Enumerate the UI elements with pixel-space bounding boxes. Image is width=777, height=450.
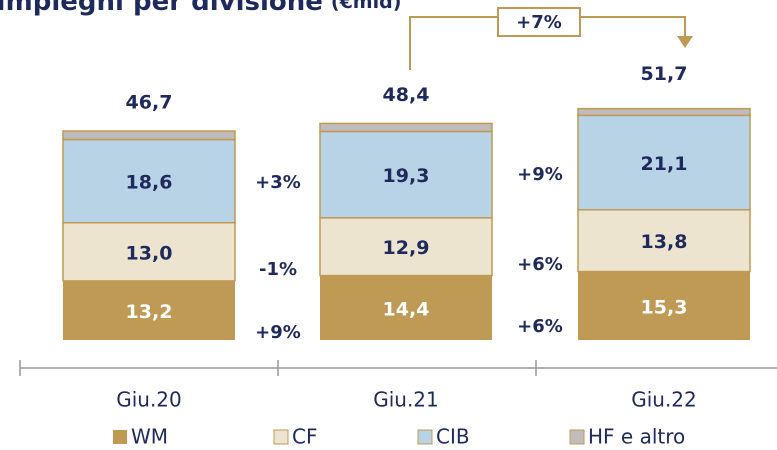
- x-tick-label: Giu.22: [631, 388, 697, 412]
- bar-segment: [62, 138, 236, 224]
- segment-label: 19,3: [383, 165, 430, 187]
- bar-segment: [62, 222, 236, 282]
- chart-title-line: Impieghi per divisione (€mld): [0, 0, 401, 17]
- segment-label: 18,6: [126, 172, 173, 194]
- arrow-head: [677, 36, 693, 48]
- chart-unit: (€mld): [331, 0, 402, 13]
- bar-segment: [62, 130, 236, 141]
- legend-label: HF e altro: [588, 425, 685, 449]
- growth-label: +9%: [517, 164, 563, 185]
- growth-label: -1%: [259, 259, 297, 280]
- growth-label: +3%: [255, 172, 301, 193]
- legend-swatch: [273, 429, 289, 445]
- change-box: [497, 7, 581, 37]
- legend-label: WM: [131, 425, 168, 449]
- bar-segment: [577, 209, 751, 273]
- chart-title: Impieghi per divisione: [0, 0, 323, 17]
- legend-swatch: [569, 429, 585, 445]
- total-label: 46,7: [126, 92, 173, 114]
- bar-segment: [577, 114, 751, 211]
- legend-swatch: [417, 429, 433, 445]
- segment-label: 15,3: [641, 296, 688, 318]
- bar-segment: [320, 275, 492, 340]
- segment-label: 13,8: [641, 231, 688, 253]
- growth-label: +9%: [255, 322, 301, 343]
- bar-segment: [319, 130, 493, 219]
- bar-segment: [63, 280, 235, 340]
- growth-label: +6%: [517, 254, 563, 275]
- legend-label: CIB: [436, 425, 470, 449]
- bar-segment: [319, 122, 493, 133]
- segment-label: 14,4: [383, 298, 430, 320]
- segment-label: 13,0: [126, 242, 173, 264]
- segment-label: 13,2: [126, 301, 173, 323]
- segment-label: 21,1: [641, 153, 688, 175]
- bar-segment: [577, 107, 751, 117]
- change-label: +7%: [516, 12, 562, 33]
- bar-segment: [578, 271, 750, 340]
- total-label: 48,4: [383, 84, 430, 106]
- legend-label: CF: [292, 425, 317, 449]
- x-tick-label: Giu.20: [116, 388, 182, 412]
- growth-label: +6%: [517, 316, 563, 337]
- total-label: 51,7: [641, 63, 688, 85]
- bar-segment: [319, 217, 493, 277]
- legend-swatch: [113, 430, 127, 444]
- segment-label: 12,9: [383, 237, 430, 259]
- x-tick-label: Giu.21: [373, 388, 439, 412]
